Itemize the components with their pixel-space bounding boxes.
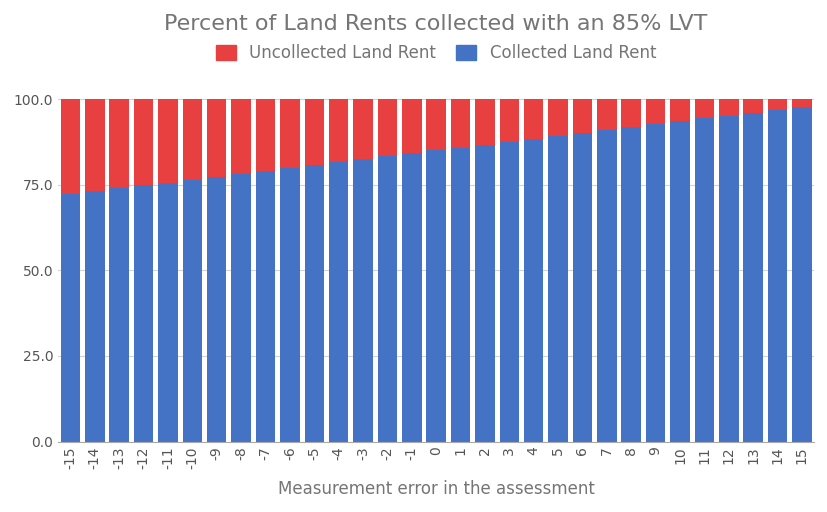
Bar bbox=[85, 99, 104, 191]
Bar bbox=[353, 99, 372, 159]
Bar bbox=[718, 99, 738, 116]
Bar bbox=[547, 136, 567, 441]
Bar bbox=[231, 174, 251, 441]
Bar bbox=[669, 121, 689, 441]
Bar bbox=[426, 151, 446, 441]
Bar bbox=[207, 99, 227, 177]
Bar bbox=[426, 99, 446, 151]
Bar bbox=[328, 99, 348, 162]
Bar bbox=[377, 99, 397, 156]
Legend: Uncollected Land Rent, Collected Land Rent: Uncollected Land Rent, Collected Land Re… bbox=[216, 44, 656, 62]
Bar bbox=[183, 99, 202, 180]
Title: Percent of Land Rents collected with an 85% LVT: Percent of Land Rents collected with an … bbox=[165, 14, 707, 34]
Bar bbox=[718, 116, 738, 441]
Bar bbox=[694, 118, 713, 441]
Bar bbox=[304, 165, 323, 441]
Bar bbox=[596, 130, 616, 441]
Bar bbox=[791, 99, 810, 107]
Bar bbox=[694, 99, 713, 118]
Bar bbox=[572, 133, 591, 441]
Bar bbox=[402, 154, 421, 441]
Bar bbox=[743, 113, 762, 441]
Bar bbox=[450, 99, 470, 147]
Bar bbox=[669, 99, 689, 121]
Bar bbox=[475, 99, 494, 145]
Bar bbox=[743, 99, 762, 113]
Bar bbox=[767, 99, 786, 110]
Bar bbox=[499, 142, 519, 441]
Bar bbox=[645, 124, 665, 441]
Bar bbox=[596, 99, 616, 130]
Bar bbox=[158, 99, 178, 182]
Bar bbox=[304, 99, 323, 165]
Bar bbox=[256, 99, 275, 171]
Bar bbox=[183, 180, 202, 441]
Bar bbox=[158, 182, 178, 441]
Bar bbox=[767, 110, 786, 441]
Bar bbox=[523, 139, 543, 441]
Bar bbox=[353, 159, 372, 441]
Bar bbox=[109, 188, 129, 441]
Bar bbox=[475, 145, 494, 441]
Bar bbox=[85, 191, 104, 441]
Bar bbox=[280, 99, 299, 168]
Bar bbox=[572, 99, 591, 133]
Bar bbox=[134, 99, 153, 185]
X-axis label: Measurement error in the assessment: Measurement error in the assessment bbox=[277, 480, 594, 498]
Bar bbox=[621, 99, 640, 127]
Bar bbox=[402, 99, 421, 154]
Bar bbox=[645, 99, 665, 124]
Bar bbox=[207, 177, 227, 441]
Bar bbox=[377, 156, 397, 441]
Bar bbox=[60, 194, 80, 441]
Bar bbox=[109, 99, 129, 188]
Bar bbox=[547, 99, 567, 136]
Bar bbox=[450, 147, 470, 441]
Bar bbox=[256, 171, 275, 441]
Bar bbox=[523, 99, 543, 139]
Bar bbox=[60, 99, 80, 194]
Bar bbox=[280, 168, 299, 441]
Bar bbox=[499, 99, 519, 142]
Bar bbox=[328, 162, 348, 441]
Bar bbox=[621, 127, 640, 441]
Bar bbox=[134, 185, 153, 441]
Bar bbox=[231, 99, 251, 174]
Bar bbox=[791, 107, 810, 441]
